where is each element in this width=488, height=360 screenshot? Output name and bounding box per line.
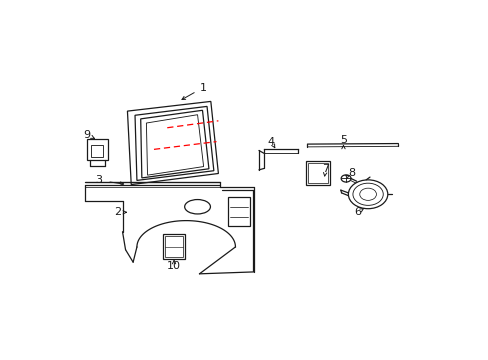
Bar [305,161,329,185]
Bar [91,145,102,157]
Text: 3: 3 [95,175,102,185]
Text: 9: 9 [83,130,90,140]
Text: 2: 2 [113,207,121,217]
Bar [227,197,249,226]
Bar [165,237,183,257]
Bar [87,139,107,159]
Text: 6: 6 [353,207,360,217]
Bar [163,234,185,260]
Bar [307,163,327,183]
Text: 8: 8 [348,168,355,179]
Text: 4: 4 [267,136,274,147]
Text: 5: 5 [339,135,346,145]
Text: 1: 1 [199,82,206,93]
Text: 10: 10 [167,261,181,271]
Text: 7: 7 [322,164,328,174]
